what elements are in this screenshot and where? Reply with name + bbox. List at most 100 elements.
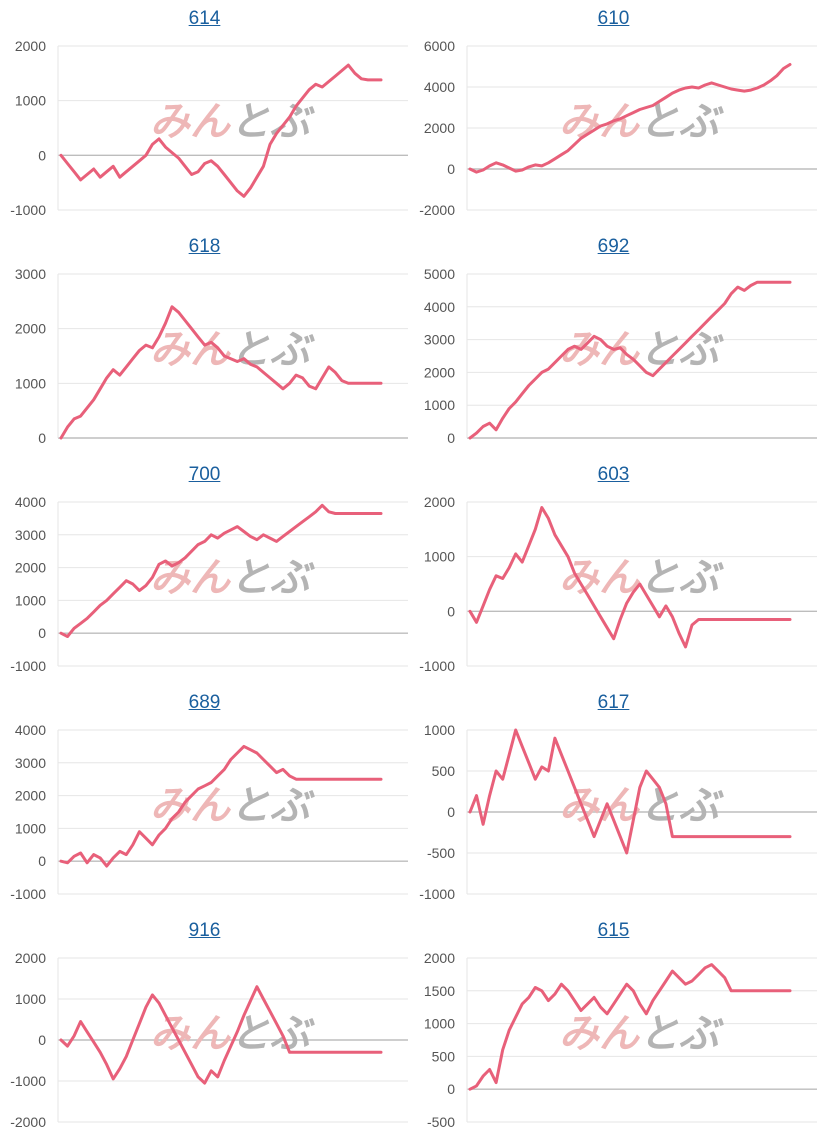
chart-title-wrap: 617 <box>409 692 818 714</box>
y-tick-label: 0 <box>447 603 455 619</box>
chart-title-link[interactable]: 615 <box>597 920 630 941</box>
chart-title-wrap: 610 <box>409 8 818 30</box>
series-line <box>59 63 383 198</box>
chart-title-link[interactable]: 617 <box>597 692 630 713</box>
watermark-logo: みんとぶ <box>150 99 315 145</box>
y-tick-label: 0 <box>38 853 46 869</box>
watermark-logo: みんとぶ <box>150 327 315 373</box>
y-tick-label: 2000 <box>15 950 46 966</box>
chart-panel: 0 1000 2000 3000 みんとぶ 618 <box>0 228 409 456</box>
y-tick-label: 4000 <box>15 722 46 738</box>
y-tick-label: 4000 <box>424 299 455 315</box>
watermark-logo: みんとぶ <box>559 1011 724 1057</box>
chart-svg: -1000 0 1000 2000 3000 4000 みんとぶ <box>10 722 408 902</box>
watermark-logo: みんとぶ <box>559 783 724 829</box>
chart-panel: -1000 0 1000 2000 3000 4000 みんとぶ 700 <box>0 456 409 684</box>
y-tick-label: 4000 <box>15 494 46 510</box>
y-tick-label: -500 <box>427 845 455 861</box>
y-tick-label: 2000 <box>15 321 46 337</box>
chart-panel: -1000 0 1000 2000 3000 4000 みんとぶ 689 <box>0 684 409 912</box>
chart-svg: -500 0 500 1000 1500 2000 みんとぶ <box>424 950 817 1130</box>
y-tick-label: 0 <box>447 430 455 446</box>
chart-title-link[interactable]: 610 <box>597 8 630 29</box>
chart-title-wrap: 615 <box>409 920 818 942</box>
y-tick-label: 0 <box>38 430 46 446</box>
chart-title-link[interactable]: 700 <box>188 464 221 485</box>
watermark-logo: みんとぶ <box>559 327 724 373</box>
series-line <box>59 503 383 638</box>
series-line <box>468 63 792 174</box>
watermark-logo: みんとぶ <box>150 783 315 829</box>
chart-panel: -2000 0 2000 4000 6000 みんとぶ 610 <box>409 0 818 228</box>
chart-panel: 0 1000 2000 3000 4000 5000 みんとぶ 692 <box>409 228 818 456</box>
series-line <box>59 744 383 868</box>
watermark-logo: みんとぶ <box>559 555 724 601</box>
y-tick-label: 2000 <box>15 560 46 576</box>
y-tick-label: 3000 <box>15 755 46 771</box>
y-tick-label: 2000 <box>15 38 46 54</box>
chart-title-wrap: 603 <box>409 464 818 486</box>
y-tick-label: 4000 <box>424 79 455 95</box>
y-tick-label: -1000 <box>419 886 455 902</box>
chart-title-link[interactable]: 916 <box>188 920 221 941</box>
chart-title-link[interactable]: 689 <box>188 692 221 713</box>
y-tick-label: 1000 <box>424 549 455 565</box>
y-tick-label: -1000 <box>10 202 46 218</box>
y-tick-label: -1000 <box>10 1073 46 1089</box>
y-tick-label: 1000 <box>424 722 455 738</box>
chart-title-wrap: 614 <box>0 8 409 30</box>
y-tick-label: 1000 <box>424 397 455 413</box>
y-tick-label: 2000 <box>424 364 455 380</box>
chart-title-link[interactable]: 614 <box>188 8 221 29</box>
chart-svg: -1000 0 1000 2000 みんとぶ <box>10 38 408 218</box>
y-tick-label: -500 <box>427 1114 455 1130</box>
y-tick-label: 500 <box>432 1048 456 1064</box>
y-tick-label: -1000 <box>419 658 455 674</box>
y-tick-label: -2000 <box>419 202 455 218</box>
y-tick-label: 2000 <box>424 494 455 510</box>
y-tick-label: 500 <box>432 763 456 779</box>
y-tick-label: 3000 <box>15 266 46 282</box>
chart-panel: -500 0 500 1000 1500 2000 みんとぶ 615 <box>409 912 818 1140</box>
chart-title-link[interactable]: 692 <box>597 236 630 257</box>
y-tick-label: 1500 <box>424 983 455 999</box>
chart-title-wrap: 916 <box>0 920 409 942</box>
chart-svg: -1000 0 1000 2000 3000 4000 みんとぶ <box>10 494 408 674</box>
chart-title-wrap: 689 <box>0 692 409 714</box>
chart-svg: 0 1000 2000 3000 みんとぶ <box>15 266 408 446</box>
chart-title-wrap: 692 <box>409 236 818 258</box>
series-line <box>468 506 792 649</box>
chart-svg: 0 1000 2000 3000 4000 5000 みんとぶ <box>424 266 817 446</box>
chart-svg: -1000 0 1000 2000 みんとぶ <box>419 494 817 674</box>
chart-panel: -1000 0 1000 2000 みんとぶ 603 <box>409 456 818 684</box>
y-tick-label: 0 <box>38 1032 46 1048</box>
y-tick-label: 3000 <box>424 332 455 348</box>
chart-title-wrap: 700 <box>0 464 409 486</box>
chart-svg: -2000 0 2000 4000 6000 みんとぶ <box>419 38 817 218</box>
y-tick-label: 0 <box>447 161 455 177</box>
y-tick-label: 3000 <box>15 527 46 543</box>
y-tick-label: 1000 <box>15 991 46 1007</box>
chart-title-link[interactable]: 618 <box>188 236 221 257</box>
y-tick-label: 2000 <box>15 788 46 804</box>
y-tick-label: 2000 <box>424 120 455 136</box>
watermark-logo: みんとぶ <box>150 555 315 601</box>
chart-panel: -2000 -1000 0 1000 2000 みんとぶ 916 <box>0 912 409 1140</box>
chart-title-wrap: 618 <box>0 236 409 258</box>
series-line <box>468 728 792 855</box>
y-tick-label: -1000 <box>10 886 46 902</box>
chart-svg: -1000 -500 0 500 1000 みんとぶ <box>419 722 817 902</box>
series-line <box>468 280 792 440</box>
y-tick-label: 6000 <box>424 38 455 54</box>
y-tick-label: 0 <box>38 625 46 641</box>
y-tick-label: -1000 <box>10 658 46 674</box>
y-tick-label: 1000 <box>424 1016 455 1032</box>
chart-title-link[interactable]: 603 <box>597 464 630 485</box>
chart-panel: -1000 -500 0 500 1000 みんとぶ 617 <box>409 684 818 912</box>
chart-panel: -1000 0 1000 2000 みんとぶ 614 <box>0 0 409 228</box>
y-tick-label: 1000 <box>15 375 46 391</box>
y-tick-label: 1000 <box>15 820 46 836</box>
y-tick-label: 0 <box>38 147 46 163</box>
y-tick-label: 1000 <box>15 93 46 109</box>
